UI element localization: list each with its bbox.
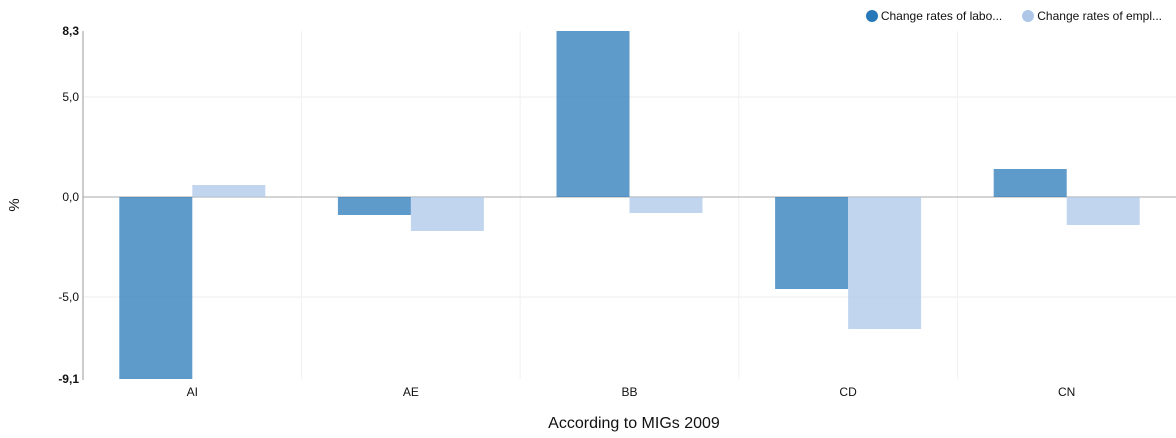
bar-cd-series-1[interactable] [775, 197, 849, 289]
bar-bb-series-1[interactable] [556, 31, 630, 197]
x-tick-label: AE [403, 385, 419, 399]
bar-ai-series-1[interactable] [119, 197, 193, 379]
bar-ae-series-2[interactable] [410, 197, 484, 231]
y-axis-label: % [6, 198, 23, 211]
y-tick-labels: -9,1 -5,0 0,0 5,0 8,3 [58, 24, 79, 386]
bars [119, 31, 1140, 379]
bar-ai-series-2[interactable] [192, 185, 266, 197]
y-tick-label: 0,0 [62, 190, 79, 204]
legend-label: Change rates of labo... [880, 9, 1003, 23]
legend-swatch-icon [865, 10, 878, 22]
x-axis-label: According to MIGs 2009 [548, 415, 720, 432]
y-tick-label: -9,1 [58, 372, 79, 386]
x-tick-label: CD [839, 385, 857, 399]
x-tick-label: AI [187, 385, 198, 399]
bar-cd-series-2[interactable] [848, 197, 922, 329]
legend-label: Change rates of empl... [1037, 9, 1162, 23]
legend-item-labour[interactable]: Change rates of labo... [865, 9, 1003, 23]
legend: Change rates of labo... Change rates of … [865, 9, 1162, 23]
bar-bb-series-2[interactable] [629, 197, 703, 213]
x-tick-label: CN [1058, 385, 1075, 399]
bar-cn-series-2[interactable] [1066, 197, 1140, 225]
x-tick-labels: AI AE BB CD CN [187, 385, 1076, 399]
legend-swatch-icon [1022, 10, 1035, 22]
bar-ae-series-1[interactable] [337, 197, 411, 215]
legend-item-employment[interactable]: Change rates of empl... [1022, 9, 1162, 23]
x-tick-label: BB [621, 385, 637, 399]
y-tick-label: 5,0 [62, 90, 79, 104]
y-tick-label: 8,3 [62, 24, 79, 38]
y-tick-label: -5,0 [58, 290, 79, 304]
bar-cn-series-1[interactable] [993, 169, 1067, 197]
